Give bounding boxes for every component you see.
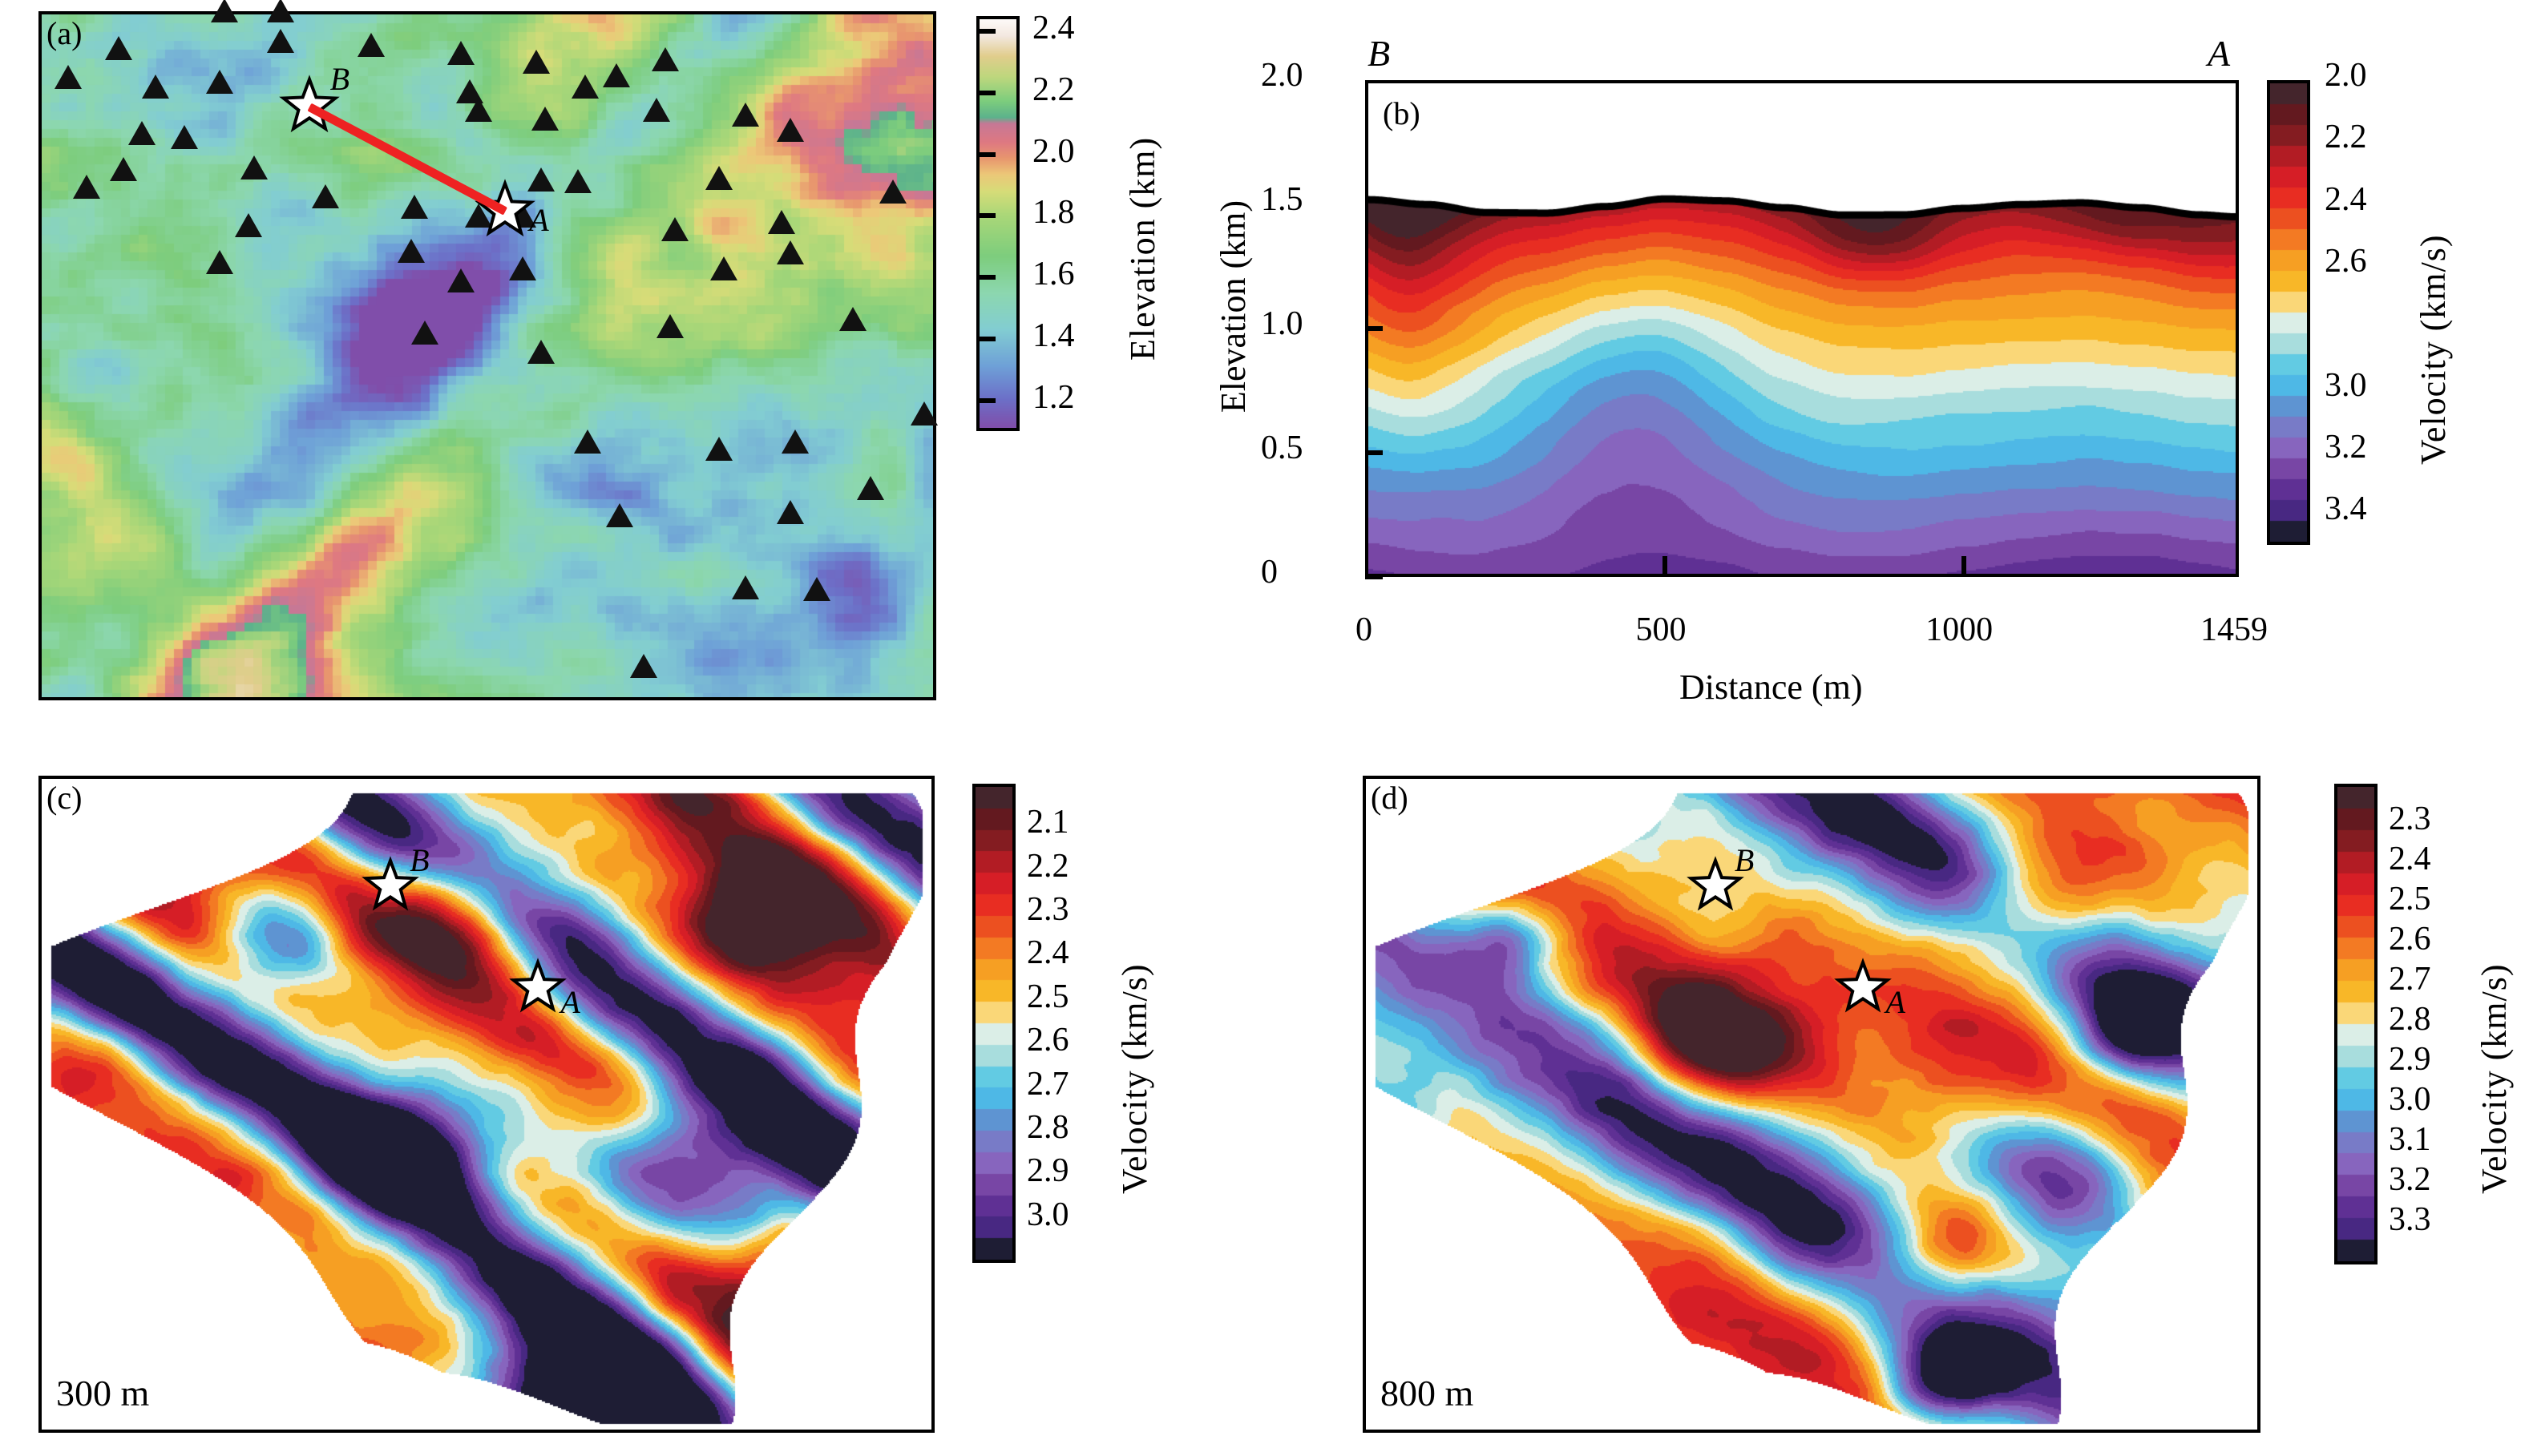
panel-b-y-tick-label: 1.5 — [1261, 181, 1303, 218]
panel-b-xlabel: Distance (m) — [1679, 668, 1863, 707]
colorbar-tick-label: 2.6 — [2325, 243, 2367, 280]
colorbar-tick-label: 2.9 — [2389, 1041, 2431, 1078]
panel-b-colorbar — [2267, 80, 2310, 545]
colorbar-tick-label: 3.2 — [2325, 429, 2367, 466]
panel-b-colorbar-title: Velocity (km/s) — [2414, 234, 2453, 465]
panel-a-dem-map — [42, 14, 933, 697]
panel-b-colorbar-swatches — [2270, 83, 2307, 542]
panel-c-colorbar-swatches — [976, 787, 1012, 1260]
panel-c-depth-label: 300 m — [56, 1373, 150, 1414]
panel-b-y-tick-label: 0 — [1261, 554, 1278, 591]
colorbar-tick-label: 2.2 — [2325, 119, 2367, 156]
panel-b-y-tick-label: 0.5 — [1261, 430, 1303, 466]
panel-a-colorbar-tick — [980, 336, 996, 341]
colorbar-tick-label: 3.0 — [2389, 1081, 2431, 1118]
panel-d-tag: (d) — [1371, 780, 1408, 816]
panel-a-colorbar-tick-label: 1.8 — [1032, 194, 1075, 232]
colorbar-tick-label: 3.1 — [2389, 1121, 2431, 1158]
panel-d-colorbar-swatches — [2337, 787, 2374, 1261]
colorbar-tick-label: 2.5 — [2389, 881, 2431, 918]
colorbar-tick-label: 2.6 — [1027, 1022, 1069, 1059]
panel-a-colorbar-tick-label: 2.4 — [1032, 10, 1075, 47]
panel-a-colorbar-tick-label: 1.6 — [1032, 256, 1075, 293]
colorbar-tick-label: 2.3 — [2389, 801, 2431, 837]
panel-b-y-tick — [1365, 326, 1383, 331]
panel-d-depth-label: 800 m — [1380, 1373, 1474, 1414]
colorbar-tick-label: 2.7 — [1027, 1065, 1069, 1103]
colorbar-tick-label: 3.0 — [1027, 1196, 1069, 1233]
colorbar-tick-label: 2.0 — [2325, 57, 2367, 94]
colorbar-tick-label: 3.0 — [2325, 366, 2367, 404]
panel-b-y-tick-label: 2.0 — [1261, 57, 1303, 94]
panel-c-colorbar — [972, 784, 1016, 1263]
panel-b-y-tick-label: 1.0 — [1261, 305, 1303, 342]
panel-d-colorbar — [2334, 784, 2378, 1264]
colorbar-tick-label: 2.9 — [1027, 1152, 1069, 1190]
panel-b-y-tick — [1365, 575, 1383, 579]
colorbar-tick-label: 2.4 — [1027, 934, 1069, 972]
colorbar-tick-label: 2.5 — [1027, 978, 1069, 1015]
panel-a-colorbar-tick-label: 2.0 — [1032, 132, 1075, 170]
panel-b-end-label-a: A — [2208, 33, 2231, 74]
panel-a-colorbar — [976, 16, 1020, 431]
panel-d-colorbar-title: Velocity (km/s) — [2474, 963, 2514, 1194]
panel-a-colorbar-tick — [980, 29, 996, 34]
panel-b-end-label-b: B — [1368, 33, 1391, 74]
panel-a-colorbar-tick-label: 2.2 — [1032, 71, 1075, 108]
colorbar-tick-label: 3.2 — [2389, 1161, 2431, 1198]
colorbar-tick-label: 2.2 — [1027, 847, 1069, 885]
panel-a-tag: (a) — [46, 15, 83, 51]
colorbar-tick-label: 2.4 — [2389, 841, 2431, 877]
panel-b-section — [1368, 83, 2236, 574]
panel-a-colorbar-tick — [980, 213, 996, 219]
colorbar-tick-label: 2.8 — [1027, 1108, 1069, 1146]
panel-a-colorbar-tick — [980, 397, 996, 403]
colorbar-tick-label: 3.4 — [2325, 490, 2367, 528]
panel-b-y-tick — [1365, 450, 1383, 455]
panel-b-x-tick-label: 0 — [1355, 611, 1372, 648]
colorbar-tick-label: 2.3 — [1027, 891, 1069, 929]
panel-a-colorbar-tick-label: 1.4 — [1032, 317, 1075, 354]
panel-c-colorbar-title: Velocity (km/s) — [1115, 963, 1154, 1194]
panel-c-tag: (c) — [46, 780, 83, 816]
panel-b-frame — [1365, 80, 2239, 577]
colorbar-tick-label: 2.4 — [2325, 180, 2367, 218]
panel-a-colorbar-tick-label: 1.2 — [1032, 378, 1075, 416]
panel-c-velocity-map — [42, 779, 931, 1430]
panel-a-colorbar-tick — [980, 90, 996, 95]
panel-b-x-tick — [1662, 556, 1667, 577]
panel-a-colorbar-tick — [980, 275, 996, 280]
panel-b-ylabel: Elevation (km) — [1214, 200, 1253, 413]
colorbar-tick-label: 3.3 — [2389, 1201, 2431, 1238]
panel-b-x-tick-label: 500 — [1635, 611, 1687, 648]
colorbar-tick-label: 2.8 — [2389, 1001, 2431, 1038]
panel-b-tag: (b) — [1383, 95, 1420, 131]
panel-a-colorbar-tick — [980, 151, 996, 157]
panel-a-colorbar-title: Elevation (km) — [1123, 136, 1162, 361]
panel-b-x-tick-label: 1459 — [2200, 611, 2268, 648]
panel-d-velocity-map — [1366, 779, 2257, 1430]
colorbar-tick-label: 2.1 — [1027, 804, 1069, 841]
panel-b-x-tick-label: 1000 — [1925, 611, 1994, 648]
panel-b-x-tick — [1961, 556, 1967, 577]
colorbar-tick-label: 2.7 — [2389, 961, 2431, 998]
panel-a-colorbar-gradient — [980, 19, 1016, 428]
colorbar-tick-label: 2.6 — [2389, 921, 2431, 958]
